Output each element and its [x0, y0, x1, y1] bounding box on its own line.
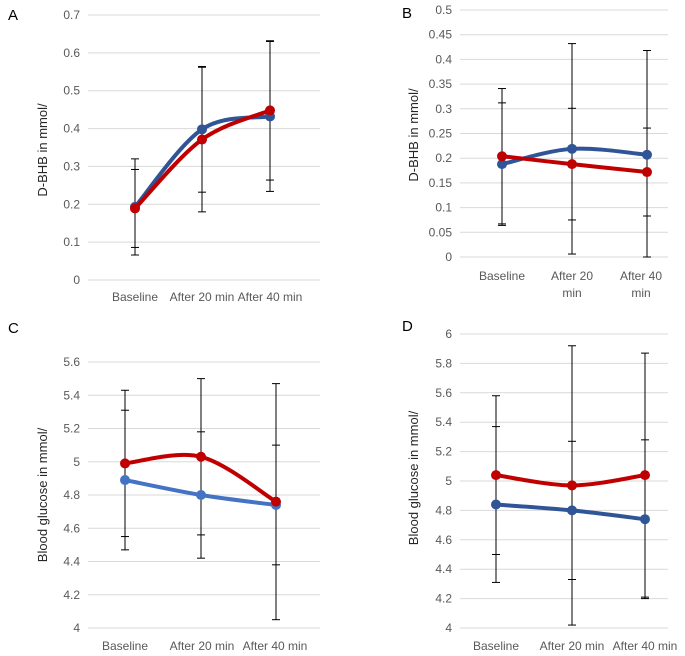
- x-tick-label: After 20 min: [170, 290, 235, 304]
- x-tick-label: After 20 min: [540, 639, 605, 653]
- panel-letter: D: [402, 318, 413, 335]
- x-tick-label: After 40 min: [238, 290, 303, 304]
- panel-b: B 0 0.05 0.1 0.15 0.2 0.25 0.3 0.35 0.4 0.45 0.5 D-B…: [402, 3, 668, 300]
- data-point: [265, 105, 275, 116]
- x-tick-label: After 40 min: [243, 639, 308, 653]
- y-tick-label: 0.2: [435, 151, 452, 165]
- data-point: [642, 167, 652, 178]
- data-point: [491, 470, 501, 481]
- y-tick-label: 5.2: [435, 445, 452, 459]
- y-tick-label: 4.6: [435, 533, 452, 547]
- y-tick-label: 0.3: [63, 159, 80, 173]
- data-point: [567, 159, 577, 170]
- x-tick-label: Baseline: [479, 269, 525, 283]
- y-axis-label: D-BHB in mmol/: [35, 103, 50, 197]
- x-tick-label: Baseline: [102, 639, 148, 653]
- data-point: [197, 134, 207, 145]
- data-point: [640, 470, 650, 481]
- y-axis-label: D-BHB in mmol/: [406, 88, 421, 182]
- x-tick-label: Baseline: [473, 639, 519, 653]
- y-tick-label: 4: [73, 621, 80, 635]
- panel-a: A 0 0.1 0.2 0.3 0.4 0.5 0.6 0.7 D-BHB in mmol/Bas…: [8, 7, 320, 304]
- y-tick-label: 0.7: [63, 8, 80, 22]
- y-tick-label: 0: [445, 250, 452, 264]
- panel-letter: C: [8, 320, 19, 337]
- y-tick-label: 5.6: [435, 386, 452, 400]
- y-tick-label: 0.4: [435, 52, 452, 66]
- panel-letter: A: [8, 7, 18, 24]
- y-tick-label: 0.35: [429, 77, 453, 91]
- y-tick-label: 4.4: [63, 555, 80, 569]
- data-point: [640, 514, 650, 525]
- y-tick-label: 0.5: [63, 84, 80, 98]
- x-tick-label: After 40 min: [620, 269, 662, 300]
- y-tick-label: 5.6: [63, 355, 80, 369]
- x-tick-label: After 20 min: [170, 639, 235, 653]
- y-tick-label: 5.4: [63, 388, 80, 402]
- data-point: [567, 505, 577, 516]
- panel-d: D 4 4.2 4.4 4.6 4.8 5 5.2 5.4 5.6 5.8 6 Blood glucos…: [402, 318, 677, 653]
- y-tick-label: 0.05: [429, 225, 453, 239]
- y-tick-label: 4.4: [435, 562, 452, 576]
- y-tick-label: 5.2: [63, 422, 80, 436]
- data-point: [567, 143, 577, 154]
- y-tick-label: 4.2: [63, 588, 80, 602]
- panel-c: C 4 4.2 4.4 4.6 4.8 5 5.2 5.4 5.6 Blood glucose in…: [8, 320, 320, 653]
- y-tick-label: 4.8: [435, 503, 452, 517]
- panel-letter: B: [402, 5, 412, 22]
- x-tick-label: Baseline: [112, 290, 158, 304]
- y-tick-label: 5: [73, 455, 80, 469]
- data-point: [130, 203, 140, 214]
- data-point: [196, 451, 206, 462]
- y-axis-label: Blood glucose in mmol/: [35, 427, 50, 562]
- y-tick-label: 4.8: [63, 488, 80, 502]
- y-tick-label: 6: [445, 327, 452, 341]
- y-tick-label: 4.2: [435, 592, 452, 606]
- y-tick-label: 0.1: [63, 235, 80, 249]
- data-point: [497, 151, 507, 162]
- y-tick-label: 0.6: [63, 46, 80, 60]
- y-tick-label: 0.4: [63, 122, 80, 136]
- data-point: [120, 458, 130, 469]
- data-point: [120, 475, 130, 486]
- y-tick-label: 5.4: [435, 415, 452, 429]
- y-axis-label: Blood glucose in mmol/: [406, 410, 421, 545]
- data-point: [197, 124, 207, 135]
- y-tick-label: 5: [445, 474, 452, 488]
- x-tick-label: After 40 min: [613, 639, 678, 653]
- y-tick-label: 4.6: [63, 521, 80, 535]
- x-tick-label: After 20 min: [551, 269, 593, 300]
- data-point: [196, 490, 206, 500]
- data-point: [567, 480, 577, 491]
- y-tick-label: 0.5: [435, 3, 452, 17]
- y-tick-label: 0: [73, 273, 80, 287]
- y-tick-label: 5.8: [435, 356, 452, 370]
- data-point: [271, 496, 281, 507]
- y-tick-label: 0.1: [435, 201, 452, 215]
- y-tick-label: 0.15: [429, 176, 453, 190]
- y-tick-label: 4: [445, 621, 452, 635]
- y-tick-label: 0.2: [63, 197, 80, 211]
- y-tick-label: 0.3: [435, 102, 452, 116]
- y-tick-label: 0.45: [429, 28, 453, 42]
- y-tick-label: 0.25: [429, 127, 453, 141]
- data-point: [491, 499, 501, 510]
- data-point: [642, 149, 652, 160]
- data-point: [497, 159, 507, 170]
